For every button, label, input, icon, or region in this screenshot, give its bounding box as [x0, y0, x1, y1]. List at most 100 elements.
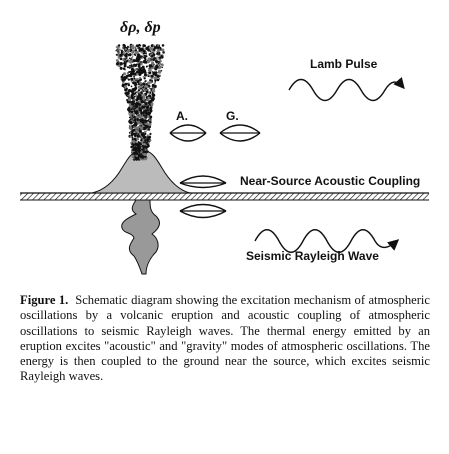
- plume-particle: [140, 139, 143, 142]
- plume-particle: [130, 146, 133, 149]
- plume-particle: [130, 51, 132, 54]
- plume-particle: [156, 47, 159, 49]
- plume-particle: [142, 149, 144, 151]
- plume-particle: [137, 67, 140, 70]
- plume-particle: [128, 116, 131, 119]
- plume-particle: [146, 151, 149, 153]
- plume-particle: [141, 158, 144, 161]
- plume-particle: [149, 79, 152, 82]
- coupling-oscillation-below: [179, 203, 227, 219]
- plume-particle: [141, 142, 143, 144]
- plume-particle: [143, 77, 146, 80]
- eruption-plume: [115, 43, 165, 161]
- plume-particle: [125, 52, 128, 56]
- plume-particle: [145, 53, 147, 55]
- plume-particle: [130, 77, 134, 81]
- plume-particle: [153, 76, 157, 80]
- plume-particle: [119, 57, 123, 61]
- plume-particle: [140, 148, 143, 151]
- plume-particle: [133, 77, 136, 80]
- plume-particle: [127, 55, 129, 58]
- plume-particle: [147, 96, 151, 100]
- plume-particle: [151, 93, 154, 96]
- plume-particle: [140, 85, 143, 88]
- plume-particle: [132, 112, 136, 116]
- plume-particle: [141, 91, 144, 93]
- plume-particle: [128, 66, 131, 69]
- plume-particle: [142, 55, 145, 57]
- plume-particle: [161, 63, 164, 67]
- caption-text: Schematic diagram showing the excitation…: [20, 293, 431, 384]
- plume-particle: [130, 73, 132, 76]
- plume-particle: [135, 98, 138, 101]
- plume-particle: [142, 59, 147, 64]
- plume-particle: [117, 44, 121, 47]
- plume-particle: [142, 138, 144, 141]
- plume-particle: [129, 131, 132, 134]
- plume-particle: [156, 72, 158, 74]
- plume-particle: [150, 74, 154, 78]
- plume-particle: [138, 129, 142, 133]
- plume-particle: [147, 123, 149, 126]
- plume-particle: [122, 58, 125, 62]
- plume-particle: [131, 100, 134, 104]
- plume-particle: [138, 113, 142, 117]
- plume-particle: [133, 120, 135, 123]
- plume-particle: [129, 126, 132, 130]
- plume-particle: [130, 112, 133, 115]
- plume-particle: [144, 109, 148, 113]
- plume-particle: [120, 49, 123, 52]
- plume-particle: [130, 110, 133, 113]
- plume-particle: [131, 65, 134, 68]
- plume-particle: [134, 84, 137, 87]
- plume-particle: [159, 53, 161, 56]
- plume-particle: [139, 78, 142, 81]
- plume-particle: [131, 91, 133, 93]
- plume-particle: [153, 82, 156, 85]
- plume-particle: [134, 137, 137, 140]
- plume-particle: [131, 154, 135, 158]
- magma-conduit: [121, 199, 160, 275]
- plume-particle: [148, 123, 152, 127]
- plume-particle: [135, 105, 138, 108]
- plume-particle: [116, 48, 118, 51]
- plume-particle: [143, 84, 146, 86]
- plume-particle: [121, 75, 123, 77]
- plume-particle: [156, 56, 158, 58]
- plume-particle: [157, 60, 160, 63]
- plume-particle: [157, 44, 160, 47]
- plume-particle: [149, 99, 152, 102]
- acoustic-mode-label: A.: [176, 109, 188, 123]
- plume-particle: [161, 48, 165, 52]
- plume-particle: [127, 46, 130, 48]
- plume-particle: [137, 63, 140, 66]
- plume-particle: [131, 49, 134, 52]
- plume-particle: [141, 120, 145, 124]
- plume-particle: [132, 70, 134, 73]
- plume-particle: [129, 65, 131, 68]
- plume-particle: [147, 89, 149, 91]
- plume-particle: [142, 103, 145, 106]
- plume-particle: [159, 74, 161, 77]
- plume-particle: [146, 86, 149, 89]
- plume-particle: [157, 62, 160, 65]
- plume-particle: [148, 64, 152, 68]
- plume-particle: [123, 72, 127, 76]
- plume-particle: [159, 60, 162, 63]
- plume-particle: [144, 157, 147, 160]
- plume-particle: [136, 158, 138, 161]
- plume-particle: [161, 54, 164, 56]
- plume-particle: [125, 94, 128, 97]
- plume-particle: [149, 87, 151, 90]
- plume-particle: [143, 117, 146, 120]
- plume-particle: [127, 59, 131, 63]
- plume-particle: [125, 88, 128, 91]
- plume-particle: [152, 59, 154, 61]
- plume-particle: [147, 81, 151, 85]
- plume-particle: [143, 113, 145, 116]
- plume-particle: [126, 82, 129, 85]
- plume-particle: [131, 138, 134, 141]
- plume-particle: [145, 139, 147, 141]
- plume-particle: [130, 67, 135, 72]
- ground-surface: [20, 192, 429, 201]
